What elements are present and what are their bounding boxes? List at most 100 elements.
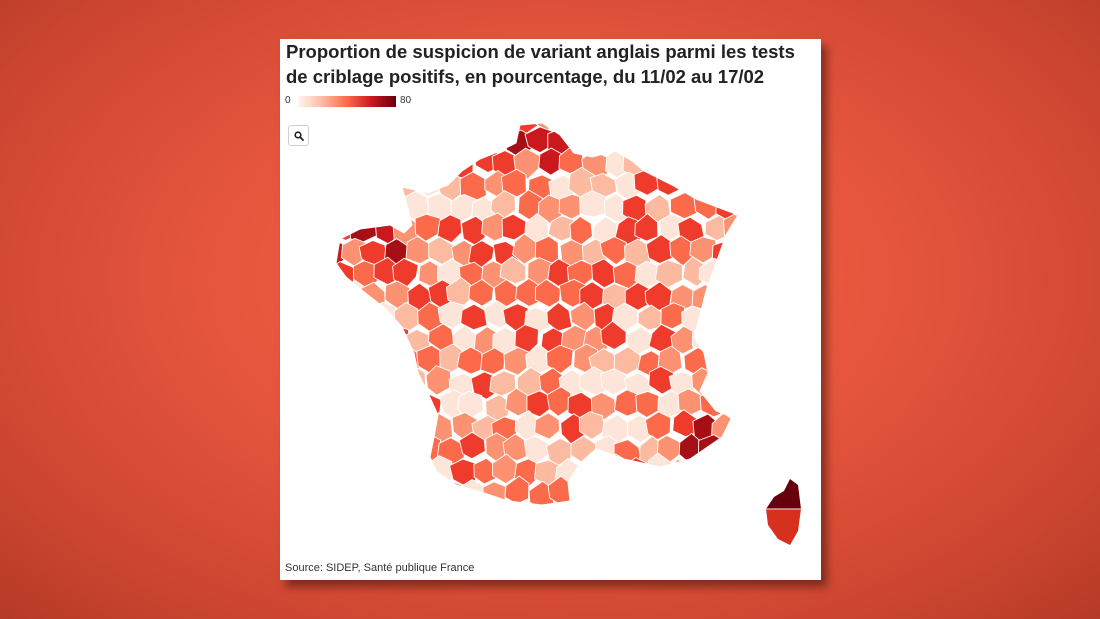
department-region bbox=[416, 478, 443, 505]
department-region bbox=[751, 391, 775, 419]
department-region bbox=[568, 476, 595, 505]
department-region bbox=[402, 366, 426, 394]
department-region bbox=[644, 411, 672, 441]
department-region bbox=[579, 459, 606, 488]
department-region bbox=[425, 365, 452, 396]
department-region bbox=[692, 123, 721, 137]
department-region bbox=[458, 431, 486, 460]
department-region bbox=[715, 279, 738, 307]
department-region bbox=[384, 145, 413, 177]
department-region bbox=[482, 481, 506, 505]
corse-north bbox=[766, 479, 801, 510]
department-region bbox=[350, 168, 379, 197]
department-region bbox=[722, 213, 738, 244]
department-region bbox=[349, 348, 377, 377]
department-region bbox=[572, 123, 600, 152]
department-region bbox=[546, 386, 572, 417]
department-region bbox=[406, 123, 435, 133]
department-region bbox=[360, 147, 386, 179]
department-region bbox=[470, 123, 496, 136]
department-region bbox=[363, 123, 388, 133]
department-region bbox=[634, 212, 659, 242]
department-region bbox=[546, 344, 574, 374]
department-region bbox=[656, 168, 684, 196]
department-region bbox=[336, 415, 365, 444]
department-region bbox=[414, 126, 439, 153]
department-region bbox=[667, 123, 694, 135]
department-region bbox=[535, 123, 562, 131]
department-region bbox=[579, 123, 607, 132]
department-region bbox=[393, 128, 418, 158]
department-region bbox=[607, 123, 632, 135]
department-region bbox=[547, 215, 577, 242]
corse-south bbox=[766, 508, 801, 545]
department-region bbox=[720, 431, 738, 461]
department-region bbox=[534, 412, 560, 440]
department-region bbox=[734, 192, 738, 221]
department-region bbox=[460, 127, 486, 159]
department-region bbox=[745, 437, 772, 465]
department-region bbox=[336, 123, 343, 133]
department-region bbox=[382, 411, 408, 441]
department-region bbox=[726, 477, 738, 505]
department-region bbox=[722, 346, 738, 376]
map-title: Proportion de suspicion de variant angla… bbox=[286, 41, 795, 87]
department-region bbox=[709, 144, 737, 174]
department-region bbox=[364, 458, 391, 487]
department-region bbox=[336, 327, 346, 354]
department-region bbox=[468, 278, 494, 307]
department-region bbox=[445, 123, 471, 133]
department-region bbox=[714, 123, 738, 137]
department-region bbox=[579, 190, 607, 218]
zoom-button[interactable] bbox=[288, 125, 309, 146]
department-region bbox=[370, 125, 397, 154]
department-region bbox=[500, 168, 527, 198]
department-region bbox=[405, 152, 432, 181]
department-region bbox=[382, 324, 410, 354]
department-region bbox=[336, 412, 344, 441]
department-region bbox=[689, 236, 717, 264]
department-region bbox=[752, 125, 776, 156]
department-region bbox=[635, 390, 661, 419]
department-region bbox=[749, 215, 775, 241]
department-region bbox=[336, 389, 357, 419]
department-region bbox=[367, 345, 398, 377]
department-region bbox=[736, 151, 738, 180]
legend-min-label: 0 bbox=[285, 95, 291, 106]
france-choropleth-map bbox=[335, 122, 801, 545]
department-region bbox=[336, 364, 363, 395]
department-region bbox=[361, 408, 389, 440]
department-region bbox=[724, 304, 738, 335]
department-region bbox=[622, 123, 649, 137]
department-region bbox=[359, 191, 387, 223]
department-region bbox=[336, 149, 344, 177]
department-region bbox=[338, 280, 367, 308]
department-region bbox=[645, 123, 670, 134]
department-region bbox=[633, 477, 663, 505]
department-region bbox=[337, 190, 364, 219]
department-region bbox=[349, 303, 377, 331]
department-region bbox=[524, 126, 553, 154]
department-region bbox=[348, 126, 374, 155]
department-region bbox=[437, 214, 463, 244]
department-region bbox=[693, 191, 721, 220]
department-region bbox=[725, 171, 738, 200]
department-region bbox=[558, 123, 587, 136]
department-region bbox=[748, 174, 774, 201]
department-region bbox=[595, 123, 621, 153]
department-region bbox=[372, 437, 400, 466]
department-region bbox=[336, 456, 342, 486]
department-region bbox=[428, 150, 455, 180]
department-region bbox=[590, 391, 618, 421]
department-region bbox=[336, 369, 341, 397]
department-region bbox=[748, 306, 770, 334]
legend-max-label: 80 bbox=[400, 95, 412, 106]
department-region bbox=[430, 123, 457, 135]
department-region bbox=[501, 213, 528, 241]
department-region bbox=[713, 455, 738, 484]
department-region bbox=[679, 123, 706, 152]
department-region bbox=[392, 435, 416, 467]
department-region bbox=[336, 173, 356, 200]
department-region bbox=[393, 392, 421, 422]
department-region bbox=[336, 347, 351, 377]
